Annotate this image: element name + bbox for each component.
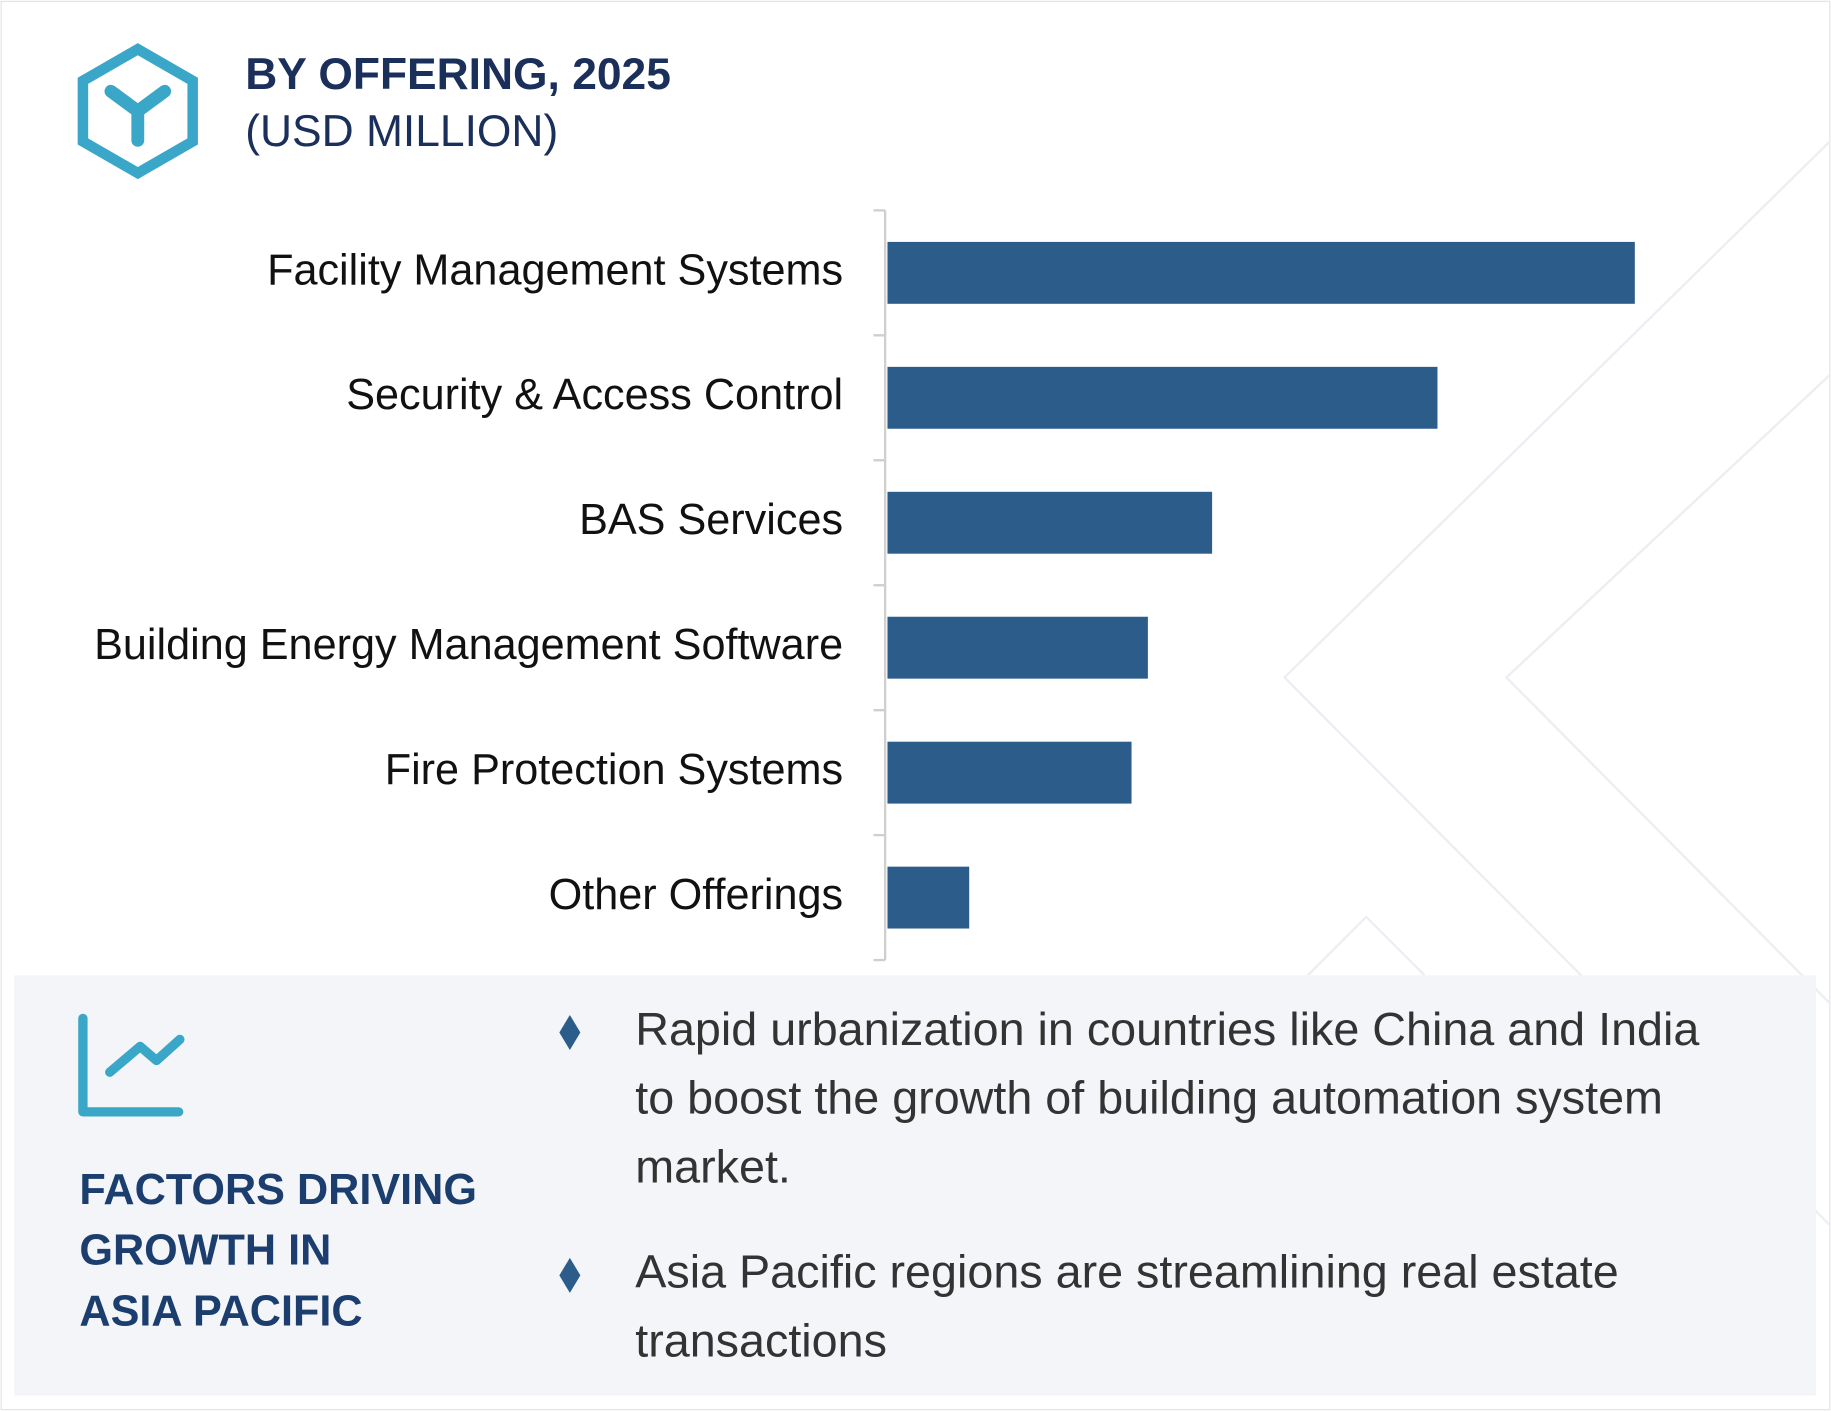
factors: FACTORS DRIVING GROWTH IN ASIA PACIFIC Rapi…: [79, 1003, 1699, 1367]
bar: [887, 616, 1148, 679]
bar: [887, 366, 1438, 429]
factor-text: to boost the growth of building automati…: [635, 1072, 1663, 1124]
chart-subtitle: (USD MILLION): [245, 107, 558, 156]
bar: [887, 241, 1635, 304]
growth-icon: [78, 1013, 185, 1117]
logo-icon: [77, 43, 198, 180]
factors-panel: [14, 975, 1816, 1396]
chart-title: BY OFFERING, 2025: [245, 50, 671, 99]
category-label: Fire Protection Systems: [385, 746, 843, 794]
factor-text: Asia Pacific regions are streamlining re…: [635, 1246, 1619, 1298]
bar: [887, 866, 970, 929]
bar-chart: Facility Management Systems Security & Ac…: [94, 209, 1635, 962]
bar: [887, 491, 1213, 554]
category-label: Other Offerings: [549, 871, 843, 919]
category-label: Facility Management Systems: [267, 246, 843, 294]
factor-text: transactions: [635, 1315, 887, 1367]
category-label: Building Energy Management Software: [94, 621, 843, 669]
factor-text: market.: [635, 1141, 791, 1193]
category-label: Security & Access Control: [346, 371, 843, 419]
factor-text: Rapid urbanization in countries like Chi…: [635, 1003, 1699, 1055]
factors-heading: FACTORS DRIVING: [79, 1166, 477, 1214]
factors-heading: GROWTH IN: [79, 1227, 331, 1275]
factors-heading: ASIA PACIFIC: [79, 1287, 362, 1335]
bar: [887, 741, 1132, 804]
bullet-diamond: [559, 1014, 581, 1050]
category-label: BAS Services: [579, 496, 843, 544]
